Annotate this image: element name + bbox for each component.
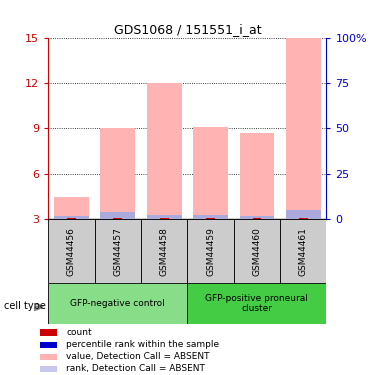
Text: value, Detection Call = ABSENT: value, Detection Call = ABSENT (66, 352, 210, 361)
Title: GDS1068 / 151551_i_at: GDS1068 / 151551_i_at (114, 23, 261, 36)
Text: percentile rank within the sample: percentile rank within the sample (66, 340, 220, 349)
Bar (299, 218, 308, 219)
Bar (160, 218, 168, 219)
Text: cell type: cell type (4, 301, 46, 310)
Bar (193, 215, 228, 219)
Text: rank, Detection Call = ABSENT: rank, Detection Call = ABSENT (66, 364, 206, 374)
Bar (187, 219, 234, 283)
Bar (147, 83, 181, 219)
Bar (234, 219, 280, 283)
Bar (253, 218, 261, 219)
Bar (54, 216, 89, 219)
Bar (48, 219, 95, 283)
Bar (141, 219, 187, 283)
Bar (240, 216, 274, 219)
Text: GSM44461: GSM44461 (299, 227, 308, 276)
Text: GSM44458: GSM44458 (160, 227, 169, 276)
Bar (240, 133, 274, 219)
Bar (114, 218, 122, 219)
Bar (95, 219, 141, 283)
Bar (48, 283, 187, 324)
Bar (280, 219, 326, 283)
Bar (67, 218, 76, 219)
Bar (40, 366, 57, 372)
Bar (286, 38, 321, 219)
Bar (286, 210, 321, 219)
Bar (147, 215, 181, 219)
Bar (54, 196, 89, 219)
Text: count: count (66, 328, 92, 337)
Bar (187, 283, 326, 324)
Text: GSM44460: GSM44460 (252, 227, 262, 276)
Bar (101, 129, 135, 219)
Text: GSM44459: GSM44459 (206, 227, 215, 276)
Text: GSM44456: GSM44456 (67, 227, 76, 276)
Bar (101, 212, 135, 219)
Bar (206, 218, 215, 219)
Text: GFP-positive proneural
cluster: GFP-positive proneural cluster (206, 294, 308, 314)
Bar (193, 127, 228, 219)
Text: GFP-negative control: GFP-negative control (70, 299, 165, 308)
Bar (40, 354, 57, 360)
Text: GSM44457: GSM44457 (113, 227, 122, 276)
Bar (40, 329, 57, 336)
Bar (40, 342, 57, 348)
